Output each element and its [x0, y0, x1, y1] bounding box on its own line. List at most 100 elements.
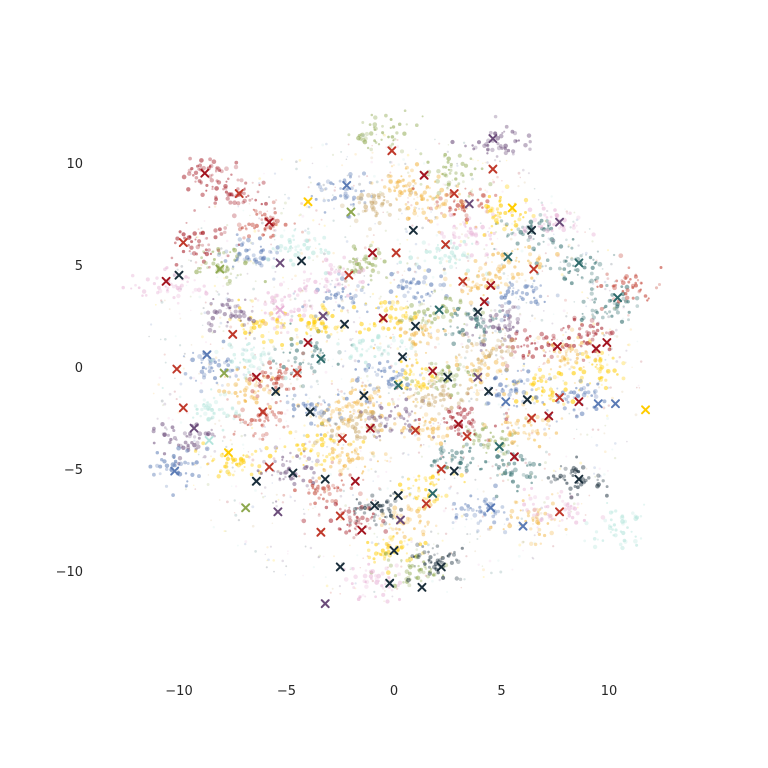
cloud-point	[355, 466, 358, 469]
cluster-point	[409, 537, 413, 541]
cloud-point	[222, 330, 225, 333]
cluster-point	[528, 494, 531, 497]
cluster-point	[496, 326, 500, 331]
cluster-point	[269, 235, 273, 239]
cloud-point	[354, 153, 357, 156]
cloud-point	[323, 488, 327, 492]
cluster-point	[558, 520, 561, 523]
cluster-point	[416, 401, 419, 404]
cluster-point	[470, 386, 473, 390]
cluster-point	[203, 251, 206, 255]
cluster-point	[229, 272, 233, 276]
cloud-point	[372, 480, 374, 482]
cloud-point	[493, 159, 497, 162]
cloud-point	[558, 467, 562, 470]
cluster-point	[595, 322, 600, 326]
cloud-point	[540, 318, 544, 322]
cluster-point	[590, 308, 595, 313]
cluster-point	[227, 192, 232, 197]
cluster-point	[160, 422, 165, 427]
cloud-point	[284, 193, 286, 196]
cluster-point	[348, 529, 352, 533]
cluster-point	[542, 533, 547, 538]
cloud-point	[333, 189, 336, 192]
cluster-point	[430, 321, 434, 324]
cloud-point	[274, 201, 276, 204]
cloud-point	[460, 342, 464, 346]
cluster-point	[158, 464, 163, 469]
cloud-point	[456, 162, 458, 165]
cloud-point	[171, 418, 174, 421]
cloud-point	[308, 488, 311, 491]
cloud-point	[311, 162, 314, 165]
cloud-point	[353, 359, 357, 363]
cluster-point	[510, 228, 513, 231]
cluster-point	[458, 300, 463, 305]
cluster-point	[443, 296, 448, 301]
cloud-point	[579, 433, 582, 436]
cluster-point	[578, 378, 583, 383]
cloud-point	[163, 299, 166, 302]
cluster-point	[315, 341, 319, 345]
cluster-point	[447, 255, 451, 259]
cluster-point	[377, 415, 380, 418]
cluster-point	[609, 299, 613, 302]
cluster-point	[390, 165, 394, 168]
cloud-point	[484, 377, 488, 380]
cluster-point	[269, 215, 272, 219]
cluster-point	[420, 321, 423, 325]
cluster-point	[266, 291, 270, 295]
cloud-point	[430, 530, 433, 533]
cloud-point	[317, 383, 319, 386]
cluster-point	[341, 409, 344, 413]
cluster-point	[582, 366, 585, 369]
cloud-point	[598, 467, 601, 470]
cluster-point	[408, 255, 414, 261]
cluster-point	[229, 251, 232, 254]
cluster-point	[459, 473, 464, 478]
cluster-point	[247, 377, 253, 382]
cluster-point	[183, 236, 187, 240]
cloud-point	[562, 333, 565, 337]
cluster-point	[595, 328, 600, 333]
cluster-point	[532, 513, 536, 517]
cloud-point	[225, 239, 229, 243]
cluster-point	[348, 521, 352, 525]
cloud-point	[512, 398, 515, 400]
cluster-point	[532, 237, 535, 241]
cloud-point	[261, 363, 265, 367]
cloud-point	[379, 295, 382, 298]
cluster-point	[503, 282, 509, 287]
cloud-point	[411, 234, 414, 237]
cloud-point	[515, 296, 518, 299]
cloud-point	[433, 543, 435, 545]
cluster-point	[199, 180, 203, 184]
cluster-point	[367, 283, 370, 286]
cluster-point	[184, 472, 188, 475]
cluster-point	[239, 390, 242, 394]
cloud-point	[397, 146, 399, 149]
cluster-point	[398, 327, 403, 332]
cluster-point	[151, 429, 156, 434]
cloud-point	[163, 337, 167, 341]
cluster-point	[635, 543, 639, 547]
cloud-point	[322, 286, 326, 289]
cluster-point	[337, 453, 342, 458]
cloud-point	[605, 363, 609, 366]
cloud-point	[572, 220, 575, 223]
cloud-point	[335, 268, 338, 271]
cluster-point	[312, 490, 318, 496]
cloud-point	[541, 479, 544, 482]
cluster-point	[452, 306, 456, 310]
cluster-point	[220, 407, 224, 411]
cluster-point	[530, 481, 533, 485]
cloud-point	[407, 415, 410, 418]
cluster-point	[496, 464, 502, 470]
cluster-point	[197, 354, 203, 359]
cluster-point	[204, 446, 210, 452]
cluster-point	[534, 346, 539, 351]
cluster-point	[268, 249, 272, 254]
cluster-point	[400, 318, 404, 323]
cloud-point	[497, 464, 500, 468]
cloud-point	[486, 161, 489, 164]
